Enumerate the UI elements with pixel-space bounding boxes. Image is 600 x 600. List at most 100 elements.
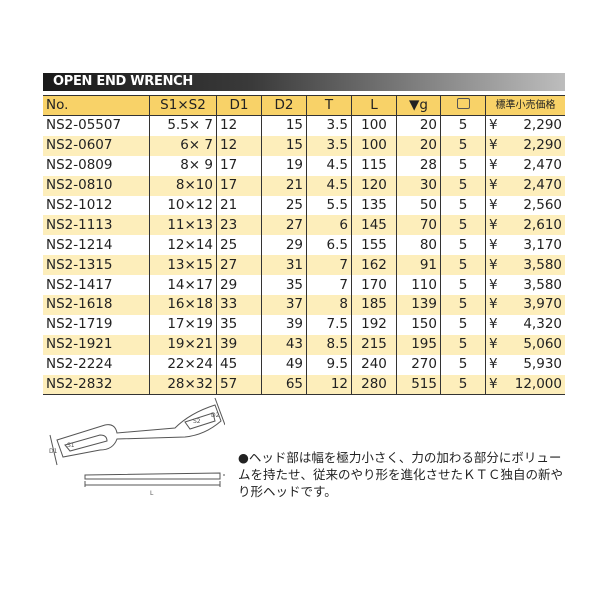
currency: ¥ xyxy=(489,236,498,253)
cell-t: 9.5 xyxy=(306,354,352,375)
currency: ¥ xyxy=(489,157,498,174)
cell-d2: 39 xyxy=(261,314,307,335)
cell-d1: 29 xyxy=(216,275,262,296)
cell-part-no: NS2-0809 xyxy=(46,157,113,174)
cell-part-no: NS2-0607 xyxy=(43,135,150,156)
cell-t: 4.5 xyxy=(306,175,352,196)
cell-d2: 19 xyxy=(261,155,307,176)
cell-d1: 57 xyxy=(216,374,262,396)
cell-size: 16×18 xyxy=(149,295,217,315)
cell-l: 240 xyxy=(351,354,397,375)
currency: ¥ xyxy=(489,316,498,333)
cell-d2: 27 xyxy=(261,215,307,236)
cell-size: 19×21 xyxy=(149,334,217,355)
cell-weight: 139 xyxy=(396,295,441,315)
cell-d1: 33 xyxy=(216,295,262,315)
cell-price: ¥2,610 xyxy=(485,215,565,236)
cell-d2: 65 xyxy=(261,374,307,396)
currency: ¥ xyxy=(489,356,498,373)
cell-size: 17×19 xyxy=(149,314,217,335)
currency: ¥ xyxy=(489,137,498,154)
table-row: NS2-1618 16×18 33 37 8 185 139 5 ¥3,970 xyxy=(43,295,565,315)
currency: ¥ xyxy=(489,256,498,273)
cell-l: 185 xyxy=(351,295,397,315)
cell-size: 22×24 xyxy=(149,354,217,375)
cell-size: 8× 9 xyxy=(149,155,217,176)
cell-size: 6× 7 xyxy=(149,135,217,156)
cell-size: 11×13 xyxy=(149,215,217,236)
cell-l: 280 xyxy=(351,374,397,396)
label-s2: S2 xyxy=(193,418,201,425)
cell-size: 28×32 xyxy=(149,374,217,396)
price-value: 5,930 xyxy=(523,356,562,373)
cell-d1: 27 xyxy=(216,255,262,276)
cell-l: 145 xyxy=(351,215,397,236)
cell-l: 215 xyxy=(351,334,397,355)
cell-d1: 21 xyxy=(216,195,262,216)
price-value: 3,170 xyxy=(523,236,562,253)
cell-part-no: NS2-0810 xyxy=(43,175,150,196)
cell-weight: 91 xyxy=(396,255,441,276)
currency: ¥ xyxy=(489,117,498,134)
wrench-diagram: D1 S1 S2 D2 T L xyxy=(49,397,225,497)
cell-d2: 35 xyxy=(261,275,307,296)
table-row: NS2-1113 11×13 23 27 6 145 70 5 ¥2,610 xyxy=(43,215,565,236)
cell-price: ¥2,290 xyxy=(485,135,565,156)
price-value: 2,290 xyxy=(523,117,562,134)
cell-price: ¥3,580 xyxy=(485,275,565,296)
cell-qty: 5 xyxy=(440,115,486,136)
cell-l: 162 xyxy=(351,255,397,276)
currency: ¥ xyxy=(489,177,498,194)
table-row: NS2-1417 14×17 29 35 7 170 110 5 ¥3,580 xyxy=(43,275,565,296)
cell-part-no: NS2-1012 xyxy=(46,197,113,213)
cell-d1: 17 xyxy=(216,175,262,196)
cell-d2: 25 xyxy=(261,195,307,216)
price-value: 4,320 xyxy=(523,316,562,333)
cell-t: 8.5 xyxy=(306,334,352,355)
cell-d1: 39 xyxy=(216,334,262,355)
cell-t: 7 xyxy=(306,255,352,276)
cell-size: 10×12 xyxy=(149,195,217,216)
cell-weight: 28 xyxy=(396,155,441,176)
cell-weight: 20 xyxy=(396,135,441,156)
cell-weight: 80 xyxy=(396,235,441,256)
cell-qty: 5 xyxy=(440,255,486,276)
cell-size: 8×10 xyxy=(149,175,217,196)
cell-price: ¥5,930 xyxy=(485,354,565,375)
cell-qty: 5 xyxy=(440,295,486,315)
cell-weight: 20 xyxy=(396,115,441,136)
cell-l: 170 xyxy=(351,275,397,296)
cell-part-no: NS2-1315 xyxy=(43,255,150,276)
cell-d2: 49 xyxy=(261,354,307,375)
cell-d1: 12 xyxy=(216,115,262,136)
cell-price: ¥3,170 xyxy=(485,235,565,256)
price-value: 3,970 xyxy=(523,296,562,313)
cell-t: 8 xyxy=(306,295,352,315)
cell-t: 4.5 xyxy=(306,155,352,176)
cell-d2: 15 xyxy=(261,135,307,156)
table-row: NS2-1315 13×15 27 31 7 162 91 5 ¥3,580 xyxy=(43,255,565,276)
cell-weight: 195 xyxy=(396,334,441,355)
table-row: NS2-0810 8×10 17 21 4.5 120 30 5 ¥2,470 xyxy=(43,175,565,196)
cell-part-no: NS2-05507 xyxy=(46,117,122,134)
col-size: S1×S2 xyxy=(149,95,217,116)
label-l: L xyxy=(150,490,154,497)
cell-weight: 50 xyxy=(396,195,441,216)
cell-qty: 5 xyxy=(440,354,486,375)
cell-size: 5.5× 7 xyxy=(149,115,217,136)
price-value: 2,560 xyxy=(523,197,562,213)
cell-d1: 45 xyxy=(216,354,262,375)
description: ●ヘッド部は幅を極力小さく、力の加わる部分にボリュームを持たせ、従来のやり形を進… xyxy=(238,450,564,499)
cell-l: 115 xyxy=(351,155,397,176)
price-value: 2,610 xyxy=(523,216,562,233)
cell-d2: 31 xyxy=(261,255,307,276)
cell-d1: 12 xyxy=(216,135,262,156)
table-row: NS2-2224 22×24 45 49 9.5 240 270 5 ¥5,930 xyxy=(43,354,565,375)
cell-d2: 15 xyxy=(261,115,307,136)
cell-l: 155 xyxy=(351,235,397,256)
cell-qty: 5 xyxy=(440,175,486,196)
cell-d2: 21 xyxy=(261,175,307,196)
cell-price: ¥2,290 xyxy=(485,115,565,136)
cell-qty: 5 xyxy=(440,195,486,216)
col-l: L xyxy=(351,95,397,116)
